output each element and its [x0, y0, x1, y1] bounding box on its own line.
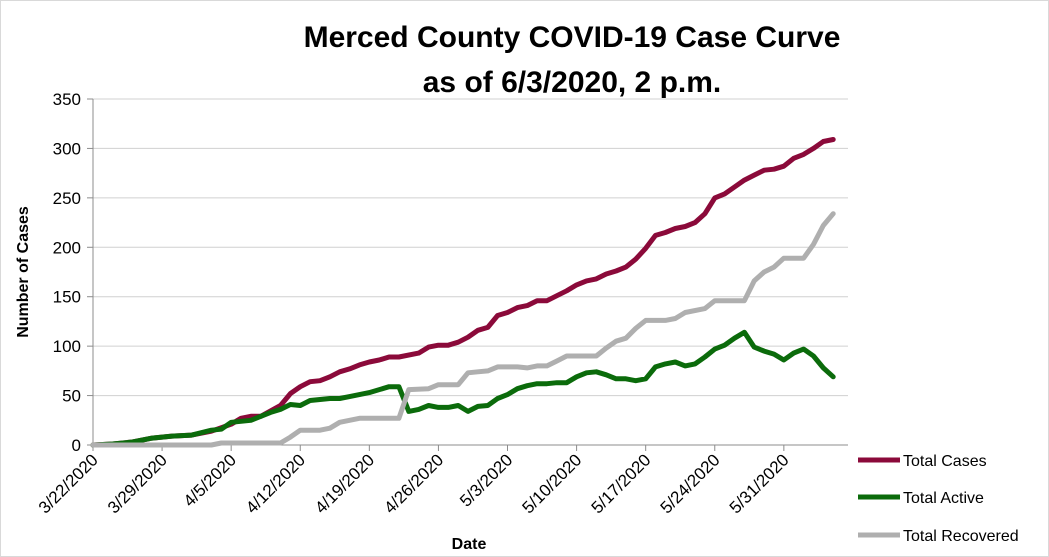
y-tick-labels: 0 50 100 150 200 250 300 350 [53, 90, 81, 455]
legend-label: Total Active [903, 490, 984, 507]
x-tick-label: 3/22/2020 [35, 450, 102, 517]
x-tick-label: 4/26/2020 [380, 450, 447, 517]
legend-item: Total Active [858, 490, 984, 507]
x-tick-label: 5/24/2020 [657, 450, 724, 517]
x-tick-label: 4/5/2020 [180, 450, 240, 510]
axes [92, 99, 848, 451]
series-line-total-recovered [90, 211, 836, 448]
y-axis-label: Number of Cases [15, 206, 32, 338]
gridlines [87, 98, 848, 446]
legend: Total Cases Total Active Total Recovered [858, 453, 1019, 545]
title-line-1: Merced County COVID-19 Case Curve [304, 21, 841, 54]
x-tick-label: 3/29/2020 [104, 450, 171, 517]
series-line-total-active [90, 329, 836, 448]
legend-item: Total Cases [858, 453, 987, 470]
x-tick-labels: 3/22/2020 3/29/2020 4/5/2020 4/12/2020 4/19/… [35, 450, 793, 517]
legend-item: Total Recovered [858, 528, 1019, 545]
chart-title: Merced County COVID-19 Case Curve as of … [304, 21, 841, 99]
y-tick-label: 100 [53, 337, 81, 356]
series-line-total-cases [90, 137, 836, 448]
y-tick-label: 350 [53, 90, 81, 109]
x-axis-label: Date [452, 536, 487, 553]
y-tick-label: 300 [53, 139, 81, 158]
x-tick-label: 4/12/2020 [242, 450, 309, 517]
legend-label: Total Recovered [903, 528, 1019, 545]
y-tick-label: 0 [72, 436, 81, 455]
y-tick-label: 50 [62, 387, 81, 406]
y-tick-label: 150 [53, 288, 81, 307]
series-lines [90, 137, 836, 448]
x-tick-label: 5/17/2020 [588, 450, 655, 517]
x-tick-label: 5/3/2020 [456, 450, 516, 510]
x-tick-label: 4/19/2020 [311, 450, 378, 517]
y-tick-label: 250 [53, 189, 81, 208]
y-tick-label: 200 [53, 238, 81, 257]
legend-label: Total Cases [903, 453, 987, 470]
x-tick-label: 5/10/2020 [519, 450, 586, 517]
x-tick-label: 5/31/2020 [726, 450, 793, 517]
title-line-2: as of 6/3/2020, 2 p.m. [423, 66, 722, 99]
